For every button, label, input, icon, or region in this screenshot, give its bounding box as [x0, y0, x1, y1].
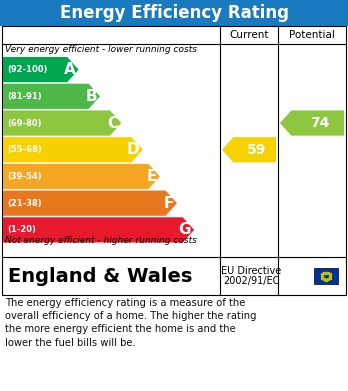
Polygon shape: [3, 137, 143, 162]
Text: Very energy efficient - lower running costs: Very energy efficient - lower running co…: [5, 45, 197, 54]
Text: (69-80): (69-80): [7, 118, 41, 127]
Text: B: B: [85, 89, 97, 104]
Polygon shape: [3, 84, 100, 109]
Text: EU Directive: EU Directive: [221, 266, 281, 276]
Text: (1-20): (1-20): [7, 225, 36, 234]
Text: Not energy efficient - higher running costs: Not energy efficient - higher running co…: [5, 236, 197, 245]
Text: Potential: Potential: [289, 30, 335, 40]
Polygon shape: [3, 190, 177, 216]
Text: (81-91): (81-91): [7, 92, 42, 101]
Text: (92-100): (92-100): [7, 65, 47, 74]
Polygon shape: [3, 217, 194, 242]
Text: 2002/91/EC: 2002/91/EC: [223, 276, 279, 286]
Text: F: F: [164, 196, 174, 211]
Text: The energy efficiency rating is a measure of the
overall efficiency of a home. T: The energy efficiency rating is a measur…: [5, 298, 256, 348]
Text: (55-68): (55-68): [7, 145, 42, 154]
Polygon shape: [3, 110, 121, 136]
Text: D: D: [127, 142, 140, 157]
Polygon shape: [3, 57, 79, 82]
Text: England & Wales: England & Wales: [8, 267, 192, 285]
Text: C: C: [107, 115, 118, 131]
Bar: [314, 268, 338, 284]
Polygon shape: [222, 137, 276, 162]
Text: A: A: [64, 62, 76, 77]
Text: (21-38): (21-38): [7, 199, 42, 208]
Text: Current: Current: [229, 30, 269, 40]
Text: E: E: [147, 169, 157, 184]
Bar: [2, 26, 346, 295]
Text: 74: 74: [310, 116, 329, 130]
Text: 59: 59: [247, 143, 266, 157]
Bar: [0, 0, 348, 26]
Text: Energy Efficiency Rating: Energy Efficiency Rating: [60, 4, 288, 22]
Text: G: G: [179, 222, 191, 237]
Polygon shape: [3, 164, 160, 189]
Text: (39-54): (39-54): [7, 172, 42, 181]
Polygon shape: [280, 110, 344, 136]
